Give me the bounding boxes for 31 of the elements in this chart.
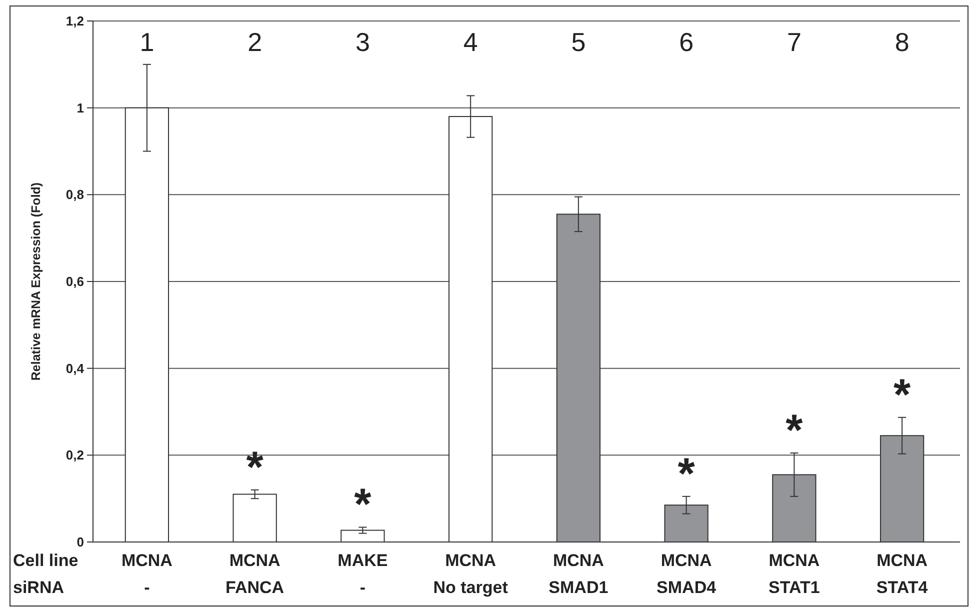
annotation: 2 xyxy=(248,27,262,57)
annotation: 5 xyxy=(571,27,586,57)
y-tick-label: 0,8 xyxy=(66,187,84,202)
annotation: 6 xyxy=(679,27,694,57)
text: siRNA xyxy=(13,578,64,597)
annotation: 7 xyxy=(786,27,802,57)
y-tick-label: 0 xyxy=(76,534,84,550)
text: Cell line xyxy=(13,551,78,570)
annotation: 1 xyxy=(140,27,154,57)
data-label: * xyxy=(354,480,372,530)
y-tick-label: 1,2 xyxy=(66,14,84,29)
data-label: * xyxy=(246,442,264,492)
annotation: 4 xyxy=(463,27,478,57)
annotation: 8 xyxy=(894,27,910,57)
x-tick-label: MCNA No target xyxy=(433,551,508,597)
x-tick-label: MAKE - xyxy=(338,551,388,597)
x-tick-label: MCNA - xyxy=(121,551,172,597)
x-tick-label: MCNA FANCA xyxy=(226,551,284,597)
y-tick-label: 0,6 xyxy=(66,274,84,290)
x-tick-label: MCNA STAT1 xyxy=(768,551,820,597)
y-axis-title: Relative mRNA Expression (Fold) xyxy=(29,182,43,381)
y-tick-label: 1 xyxy=(76,100,84,116)
x-tick-label: MCNA SMAD4 xyxy=(656,551,717,597)
data-label: * xyxy=(678,449,696,498)
y-tick-label: 0,4 xyxy=(66,360,85,376)
x-tick-label: MCNA STAT4 xyxy=(876,551,928,597)
x-tick-label: MCNA SMAD1 xyxy=(548,551,608,597)
data-label: * xyxy=(894,370,912,420)
annotation: 3 xyxy=(355,27,370,57)
data-label: * xyxy=(786,406,804,455)
y-tick-label: 0,2 xyxy=(66,448,84,463)
